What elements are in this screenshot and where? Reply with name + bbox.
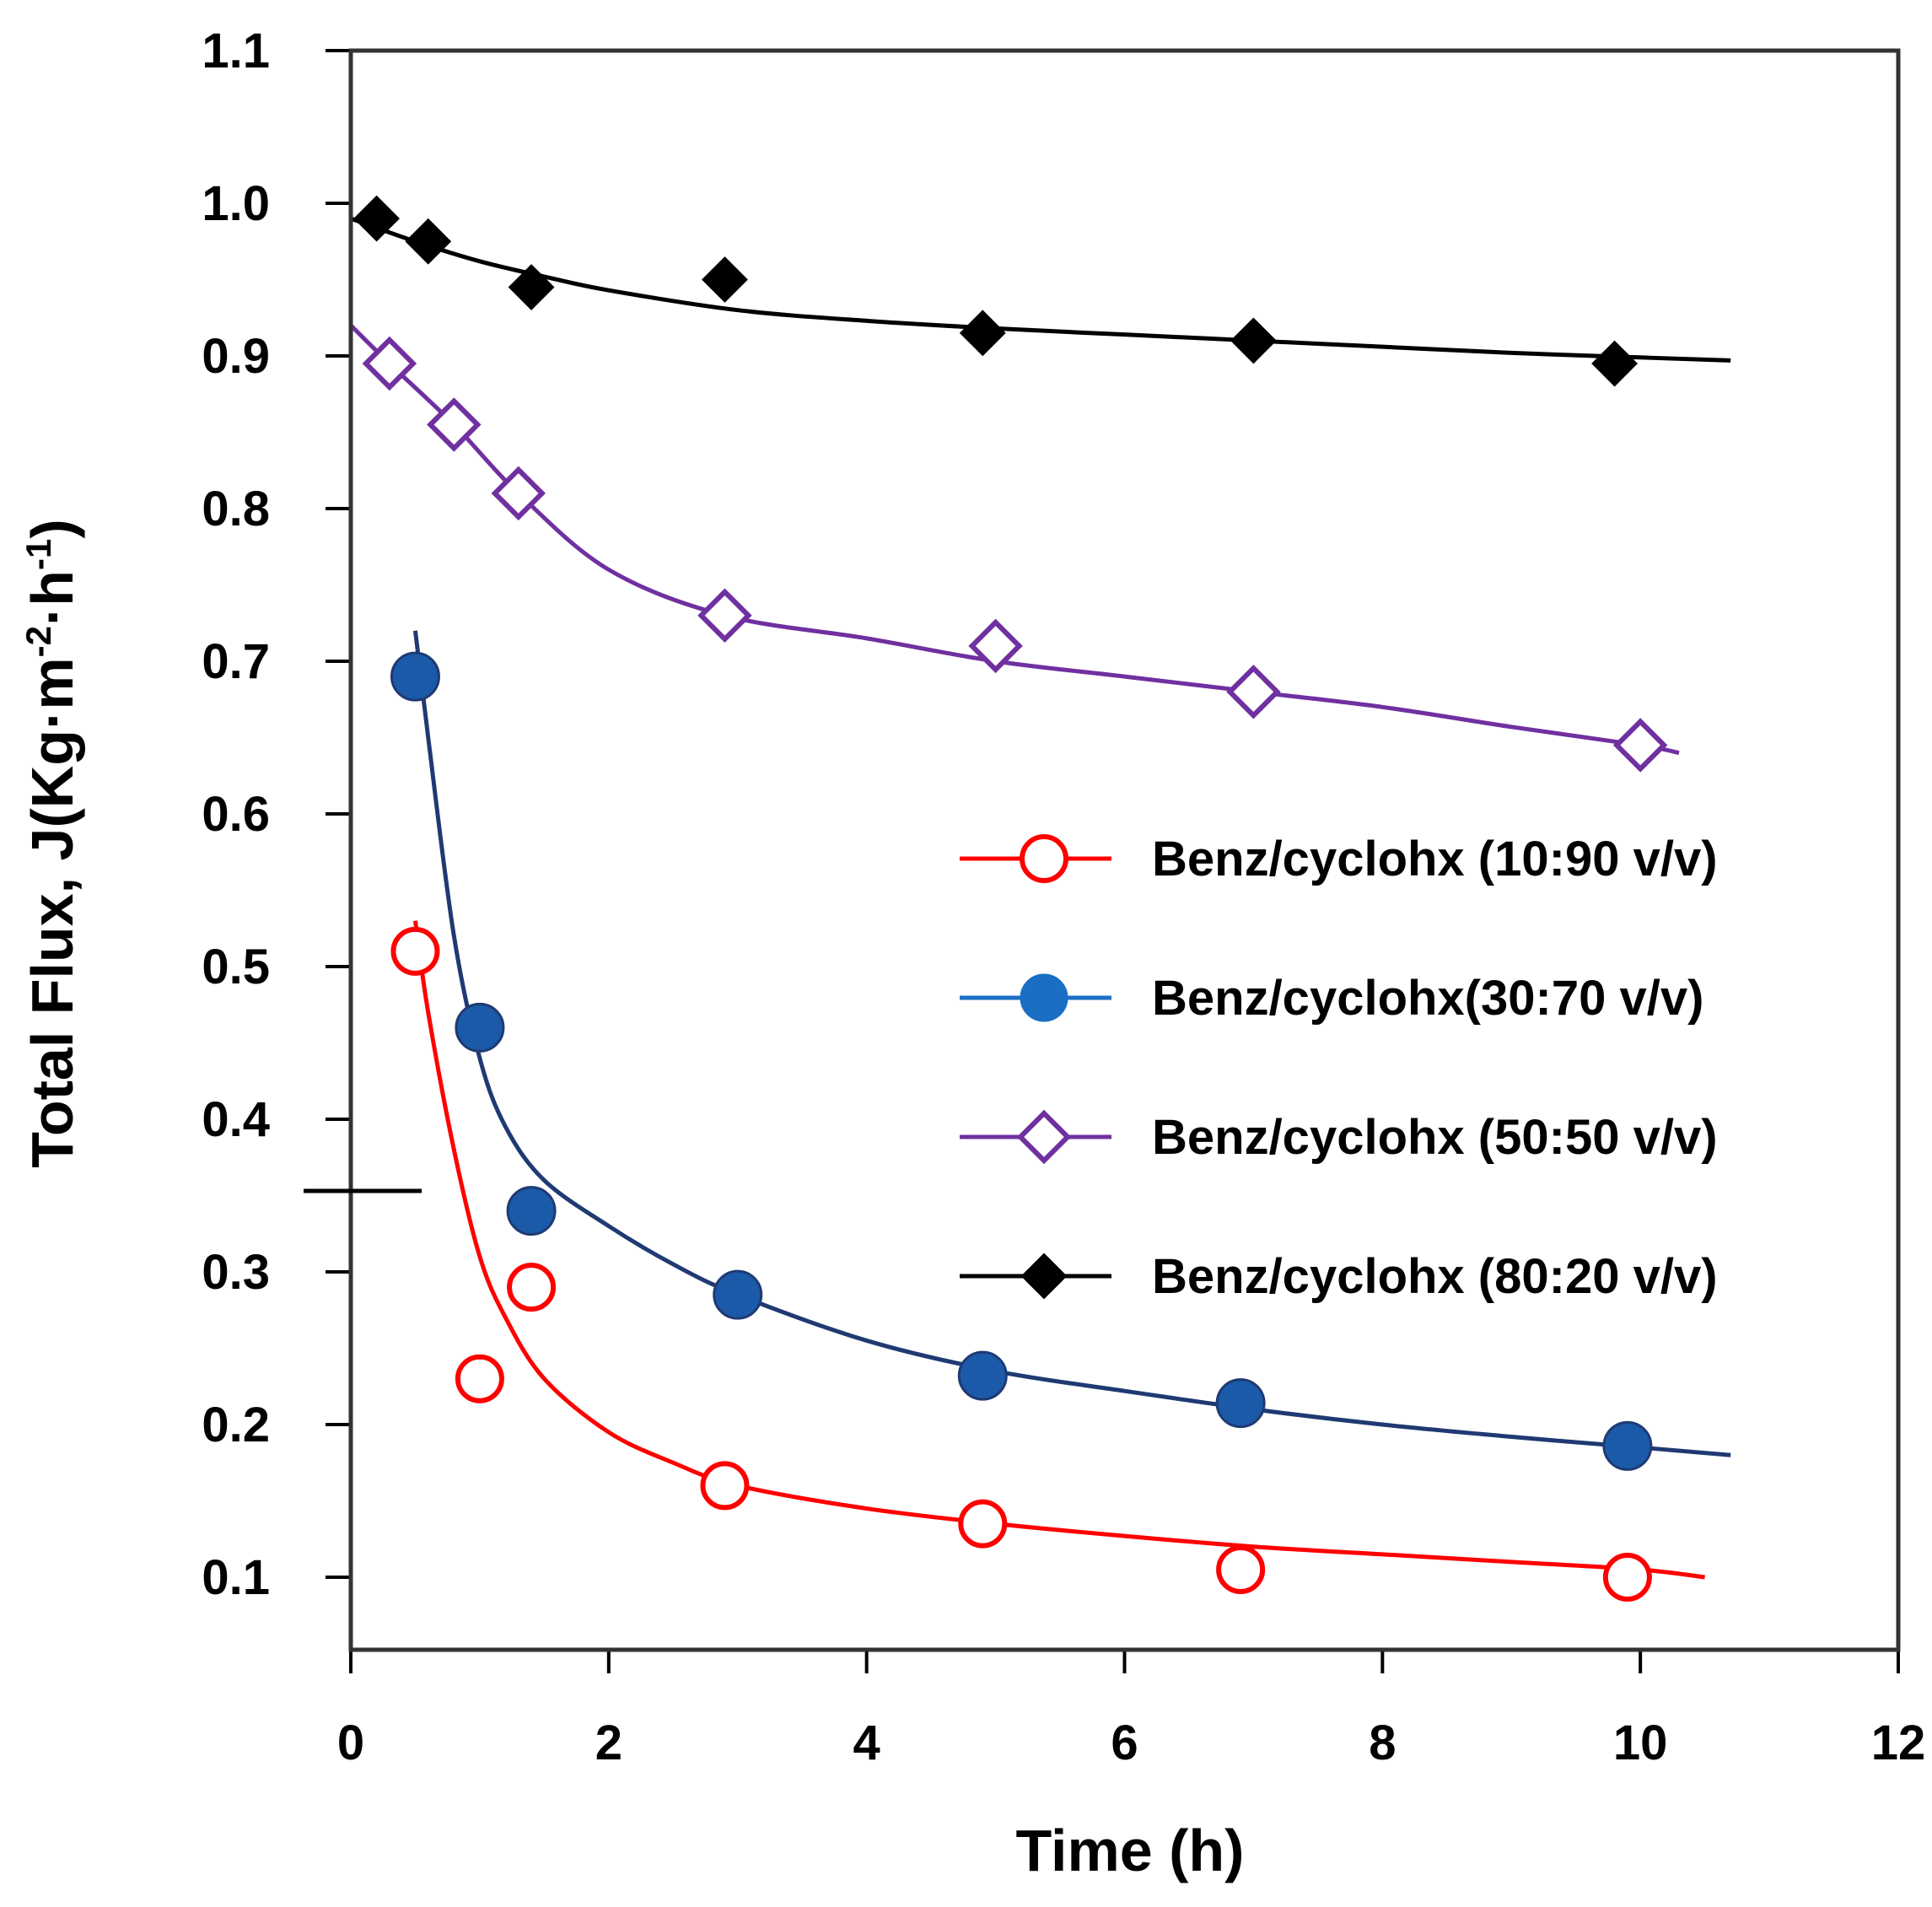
data-point-series-4 xyxy=(508,264,555,310)
y-axis-title-sup1: -2 xyxy=(19,626,58,657)
data-point-series-3 xyxy=(697,588,752,643)
data-point-series-3 xyxy=(968,618,1023,674)
x-tick-label: 4 xyxy=(853,1716,880,1770)
x-tick-label: 8 xyxy=(1369,1716,1396,1770)
data-point-series-4 xyxy=(1230,317,1277,364)
data-point-series-1 xyxy=(1602,1553,1652,1602)
data-point-series-4 xyxy=(702,256,748,303)
data-point-series-3 xyxy=(1226,664,1281,719)
data-point-series-3 xyxy=(362,336,417,391)
x-tick-label: 2 xyxy=(595,1716,622,1770)
data-point-series-2 xyxy=(455,1002,505,1053)
data-point-series-4 xyxy=(959,310,1006,357)
data-point-series-2 xyxy=(1602,1420,1653,1471)
x-tick-label: 12 xyxy=(1871,1716,1926,1770)
data-point-series-4 xyxy=(1591,340,1638,387)
legend-marker xyxy=(1020,973,1068,1022)
data-point-series-1 xyxy=(507,1263,557,1312)
data-point-series-4 xyxy=(405,218,452,265)
axis-labels: 0.1 0.2 0.3 0.4 0.5 0.6 0.7 0.8 0.9 1.0 1.1 0 2 4 6 8 10… xyxy=(202,24,1925,1770)
y-axis-title-end: ) xyxy=(19,519,85,538)
data-markers xyxy=(353,195,1668,1602)
data-point-series-2 xyxy=(957,1350,1008,1401)
x-axis-title: Time (h) xyxy=(1016,1818,1245,1883)
tick-layer xyxy=(326,49,1900,1673)
y-axis-title: Total Flux, J(Kg·m-2·h-1) xyxy=(19,519,85,1167)
y-tick-label: 0.7 xyxy=(202,634,270,689)
y-axis-title-mid: ·h xyxy=(19,570,85,626)
data-point-series-2 xyxy=(506,1186,557,1236)
legend: Benz/cyclohx (10:90 v/v) Benz/cyclohx(30:… xyxy=(960,832,1718,1304)
data-point-series-2 xyxy=(713,1269,763,1320)
legend-marker xyxy=(1016,1109,1072,1165)
y-tick-label: 0.3 xyxy=(202,1245,270,1300)
x-tick-label: 10 xyxy=(1613,1716,1668,1770)
data-point-series-1 xyxy=(390,926,440,976)
y-tick-label: 1.1 xyxy=(202,24,270,78)
y-tick-label: 0.9 xyxy=(202,329,270,384)
data-point-series-1 xyxy=(455,1354,504,1403)
y-axis-title-main: Total Flux, J(Kg·m xyxy=(19,657,85,1167)
legend-label: Benz/cyclohx (10:90 v/v) xyxy=(1152,832,1718,886)
fit-curve-series-2 xyxy=(412,630,1731,1457)
fit-curve-series-1 xyxy=(412,920,1705,1580)
plot-frame xyxy=(348,48,1901,1652)
data-point-series-1 xyxy=(958,1499,1008,1549)
data-point-series-1 xyxy=(700,1461,750,1511)
legend-marker xyxy=(1020,834,1068,883)
y-tick-label: 0.5 xyxy=(202,940,270,994)
y-tick-label: 0.1 xyxy=(202,1550,270,1605)
legend-label: Benz/cyclohx (50:50 v/v) xyxy=(1152,1110,1718,1165)
data-point-series-3 xyxy=(491,466,546,521)
legend-label: Benz/cyclohx(30:70 v/v) xyxy=(1152,971,1703,1026)
legend-marker xyxy=(1020,1252,1068,1300)
y-axis-title-sup2: -1 xyxy=(19,539,58,570)
data-point-series-1 xyxy=(1216,1544,1266,1594)
y-tick-label: 0.4 xyxy=(202,1092,270,1147)
y-tick-label: 1.0 xyxy=(202,176,270,231)
x-tick-label: 0 xyxy=(337,1716,364,1770)
data-point-series-4 xyxy=(353,195,400,242)
data-point-series-3 xyxy=(427,397,482,452)
fit-curve-series-3 xyxy=(349,324,1680,756)
data-point-series-2 xyxy=(390,651,440,702)
y-tick-label: 0.6 xyxy=(202,787,270,842)
data-point-series-2 xyxy=(1215,1378,1266,1429)
y-tick-label: 0.8 xyxy=(202,482,270,536)
x-tick-label: 6 xyxy=(1111,1716,1138,1770)
y-tick-label: 0.2 xyxy=(202,1398,270,1452)
data-point-series-3 xyxy=(1612,718,1668,773)
legend-label: Benz/cyclohx (80:20 v/v) xyxy=(1152,1249,1718,1304)
